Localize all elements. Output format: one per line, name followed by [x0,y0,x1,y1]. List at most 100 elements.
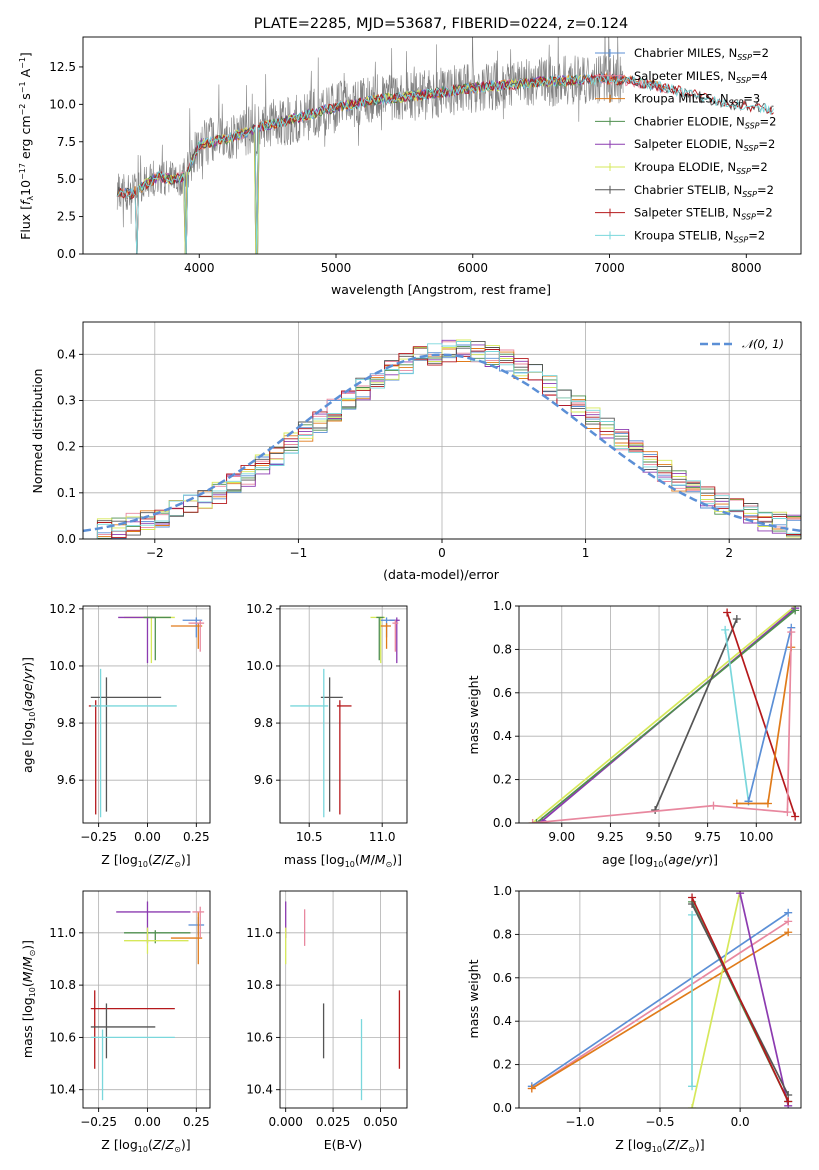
y-tick-label: 9.6 [57,773,76,787]
y-tick-label: 9.8 [57,716,76,730]
legend-subscript: SSP [736,76,751,85]
age-mass-xlabel: mass [log10(M/M⊙)] [284,852,402,869]
weight-marker-kroupa_miles [527,1084,536,1093]
weight-line-chabrier_miles [531,911,789,1088]
plot-area [285,901,401,1101]
y-tick-label: 10.4 [49,1083,76,1097]
weight-line-salpeter_elodie [739,893,790,1106]
axes-frame [82,36,802,255]
legend-label-chabrier_elodie: Chabrier ELODIE, NSSP=2 [634,114,776,130]
y-tick-label: 0.8 [493,642,512,656]
age-vs-metallicity-plot: −0.25 0.00 0.25 9.6 9.8 10.0 10.2 [49,602,211,844]
y-tick-label: 0.6 [493,686,512,700]
legend-suffix: =2 [760,114,777,128]
weight-line-chabrier_stelib [654,618,738,811]
weight-line-salpeter_stelib [691,897,789,1102]
weight-marker-salpeter_elodie [736,891,745,898]
legend-subscript: SSP [734,235,749,244]
x-tick-label: 9.00 [548,830,575,844]
mass-z-xlabel: Z [log10(Z/Z⊙)] [101,1137,190,1154]
weight-marker-kroupa_elodie [688,1104,697,1108]
y-tick-label: 10.2 [246,602,273,616]
y-tick-label: 10.0 [49,659,76,673]
y-tick-label: 0.3 [57,393,76,407]
x-tick-label: 0.050 [363,1115,397,1129]
residuals-plot: −2 −1 0 1 2 0.0 0.1 0.2 0.3 0.4 𝒩(0, 1) [57,321,802,560]
x-tick-label: 0.25 [183,830,210,844]
x-tick-label: −0.5 [645,1115,674,1129]
x-tick-label: −1 [290,546,308,560]
x-tick-label: 6000 [457,261,488,275]
x-tick-label: 9.50 [646,830,673,844]
spectrum-plot: 4000 5000 6000 7000 8000 0.0 2.5 5.0 7.5 10.0 12.5… [49,36,802,275]
y-tick-label: 2.5 [57,210,76,224]
legend-subscript: SSP [737,53,752,62]
mass-vs-ebv-plot: 0.000 0.025 0.050 10.4 10.6 10.8 11.0 [246,890,408,1129]
x-tick-label: 1 [582,546,590,560]
plot-area [88,616,205,818]
plot-area [528,606,800,823]
residuals-ylabel: Normed distribution [30,369,45,494]
weight-marker-chabrier_miles [784,908,793,917]
x-tick-label: 0.00 [134,1115,161,1129]
y-tick-label: 0.2 [57,440,76,454]
weight-marker-salpeter_miles [709,801,718,810]
axes-frame [279,605,408,824]
legend-label-kroupa_miles: Kroupa MILES, NSSP=3 [634,92,760,108]
weight-marker-salpeter_miles [783,808,792,817]
y-tick-label: 0.8 [493,927,512,941]
x-tick-label: 11.0 [369,830,396,844]
mass-vs-metallicity-plot: −0.25 0.00 0.25 10.4 10.6 10.8 11.0 [49,890,211,1129]
y-tick-label: 1.0 [493,884,512,898]
weight-marker-salpeter_miles [787,628,796,637]
weight-marker-kroupa_miles [763,799,772,808]
weight-line-kroupa_miles [531,931,789,1090]
weight-line-kroupa_elodie [691,891,741,1108]
plot-area [290,616,400,818]
residual-histogram-chabrier_stelib [83,340,801,539]
weight-marker-salpeter_stelib [784,1097,793,1106]
weight-marker-kroupa_miles [784,928,793,937]
y-tick-label: 0.1 [57,486,76,500]
legend-label-salpeter_elodie: Salpeter ELODIE, NSSP=2 [634,137,775,153]
legend-suffix: =2 [752,46,769,60]
legend-subscript: SSP [741,213,756,222]
x-tick-label: 5000 [321,261,352,275]
legend-label-chabrier_miles: Chabrier MILES, NSSP=2 [634,46,769,62]
w-age-ylabel: mass weight [466,675,481,754]
x-tick-label: 7000 [594,261,625,275]
axes-frame [518,890,802,1109]
y-tick-label: 0.4 [493,1014,512,1028]
legend-subscript: SSP [744,144,759,153]
spectrum-title: PLATE=2285, MJD=53687, FIBERID=0224, z=0… [254,16,628,32]
model-spectrum-kroupa_stelib [116,73,775,254]
x-tick-label: −0.25 [80,830,117,844]
model-spectrum-salpeter_elodie [137,74,582,254]
y-tick-label: 0.4 [57,347,76,361]
legend-label-salpeter_stelib: Salpeter STELIB, NSSP=2 [634,206,773,222]
y-tick-label: 11.0 [246,926,273,940]
observed-spectrum-line [116,37,624,228]
y-tick-label: 10.0 [49,97,76,111]
x-tick-label: −2 [146,546,164,560]
x-tick-label: 0.000 [269,1115,303,1129]
age-z-ylabel: age [log10(age/yr)] [20,657,37,773]
residual-histogram-kroupa_stelib [83,341,801,539]
legend-subscript: SSP [729,99,744,108]
y-tick-label: 11.0 [49,926,76,940]
x-tick-label: 10.5 [296,830,323,844]
x-tick-label: 0.25 [183,1115,210,1129]
w-z-xlabel: Z [log10(Z/Z⊙)] [615,1137,704,1154]
weight-marker-kroupa_stelib [721,625,730,634]
weight-line-kroupa_elodie [532,606,796,823]
weight-marker-chabrier_elodie [532,819,541,823]
residual-histogram-salpeter_stelib [83,346,801,539]
weight-line-salpeter_miles [532,631,793,823]
y-tick-label: 9.8 [254,716,273,730]
weight-vs-age-plot: 9.00 9.25 9.50 9.75 10.00 0.0 0.2 0.4 0.6 0.8 1.0 [493,599,802,844]
x-tick-label: −0.25 [80,1115,117,1129]
axes-frame [82,605,211,824]
plot-area [527,891,793,1108]
y-tick-label: 0.0 [57,247,76,261]
